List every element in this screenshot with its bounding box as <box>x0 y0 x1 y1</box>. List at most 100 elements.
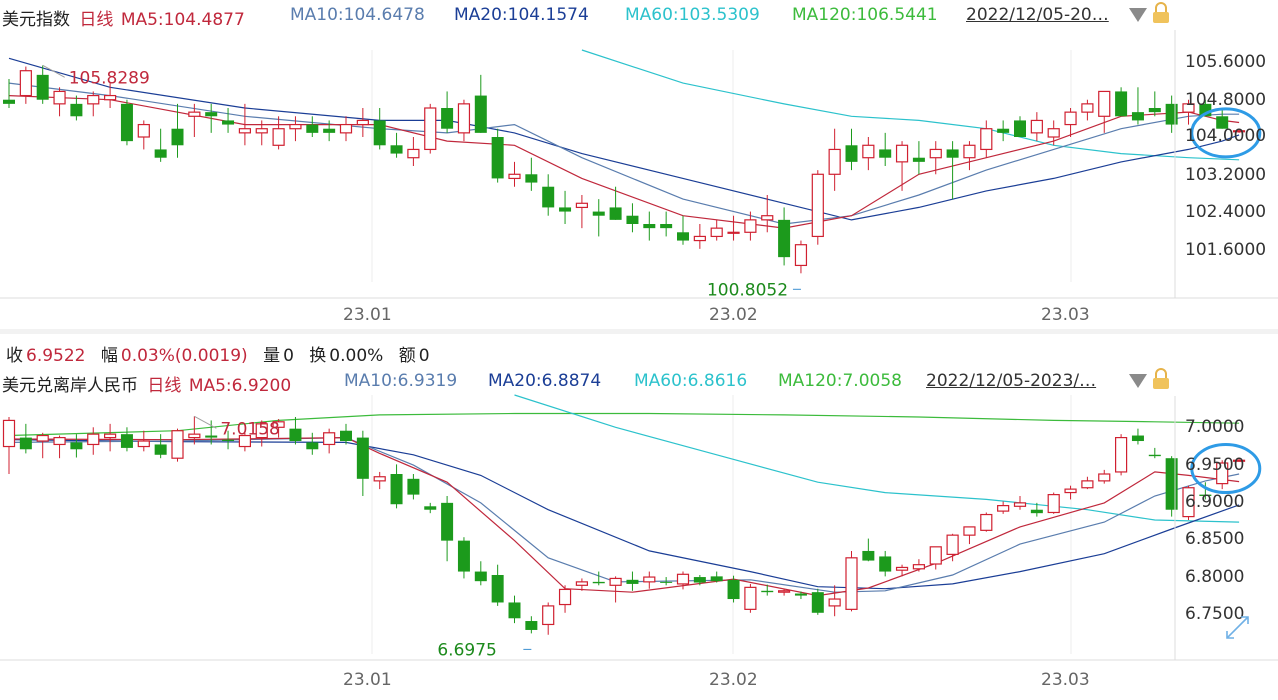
dxy-candle-6-body <box>103 94 117 101</box>
cnh-ma60-line <box>514 394 1240 523</box>
dxy-tick-4: 103.2000 <box>1185 165 1266 185</box>
dxy-tick-3: 104.0000 <box>1185 126 1266 146</box>
dxy-candle-42-body <box>710 227 723 238</box>
cnh-candle-31-body <box>525 621 538 630</box>
dxy-candle-30-body <box>508 173 521 180</box>
cnh-candle-47-body <box>794 593 807 596</box>
cnh-candle-52-body <box>879 556 892 572</box>
dxy-candle-52-body <box>879 149 892 158</box>
cnh-candle-25-body <box>424 506 437 510</box>
dxy-ma5: MA5:104.4877 <box>120 10 245 30</box>
cnh-candle-33-body <box>558 588 572 606</box>
cnh-candle-23-body <box>390 474 403 505</box>
dxy-high-label: 105.8289 <box>69 68 150 88</box>
cnh-grid <box>371 395 1072 654</box>
dxy-candle-70-body <box>1182 103 1195 113</box>
cnh-candle-55-body <box>929 546 942 565</box>
dxy-high-arrow <box>42 64 65 78</box>
dxy-name[interactable]: 美元指数 <box>2 10 70 30</box>
cnh-tick-3: 6.9000 <box>1185 492 1244 512</box>
dxy-candle-16-body <box>272 128 285 146</box>
cnh-candle-69-body <box>1165 458 1178 510</box>
dxy-candle-19-body <box>323 128 336 133</box>
cnh-candle-73-body <box>1232 459 1246 462</box>
dxy-candle-9-body <box>154 149 167 158</box>
dxy-dropdown-triangle-down-icon[interactable] <box>1129 8 1147 22</box>
cnh-candle-30-body <box>508 602 521 619</box>
cnh-candle-0-body <box>2 419 16 448</box>
cnh-range[interactable]: 2022/12/05-2023/… <box>926 371 1097 391</box>
cnh-candle-13-body <box>222 439 235 442</box>
dxy-candle-72-body <box>1216 116 1229 129</box>
dxy-range[interactable]: 2022/12/05-20… <box>966 5 1109 25</box>
cnh-ma120: MA120:7.0058 <box>778 371 902 391</box>
cnh-candle-7-body <box>120 434 133 448</box>
cnh-ma20: MA20:6.8874 <box>488 371 602 391</box>
cnh-candle-38-body <box>643 576 656 583</box>
cnh-candle-28-body <box>474 571 487 582</box>
turnover-label: 换 <box>309 346 327 366</box>
dxy-candle-31-body <box>525 174 538 183</box>
dxy-candle-10-body <box>171 128 184 146</box>
cnh-candle-51-body <box>862 550 875 561</box>
volume-value: 0 <box>283 346 294 366</box>
expand-arrows-icon[interactable] <box>1226 616 1249 639</box>
cnh-candle-19-body <box>323 432 336 446</box>
cnh-candle-43-body <box>727 579 740 600</box>
cnh-candle-1-body <box>19 437 32 450</box>
dxy-candle-25-body <box>424 107 437 151</box>
cnh-candle-5-body <box>87 433 100 446</box>
dxy-candle-36-body <box>609 207 622 220</box>
cnh-dropdown-triangle-down-icon[interactable] <box>1129 374 1147 388</box>
cnh-candle-24-body <box>407 478 420 495</box>
dxy-candle-67-body <box>1131 112 1144 121</box>
cnh-ma10-line <box>8 436 1240 593</box>
dxy-candle-59-body <box>997 128 1010 133</box>
cnh-name[interactable]: 美元兑离岸人民币 <box>2 376 138 396</box>
dxy-period[interactable]: 日线 <box>79 10 114 30</box>
dxy-candle-53-body <box>895 144 909 163</box>
dxy-candle-43-body <box>727 231 740 234</box>
dxy-candle-7-body <box>120 103 133 142</box>
cnh-lock-icon[interactable] <box>1153 368 1169 389</box>
dxy-candle-41-body <box>693 235 706 242</box>
dxy-candle-64-body <box>1081 103 1094 113</box>
cnh-candle-41-body <box>693 577 706 583</box>
cnh-plot[interactable]: 7.0158 6.6975 <box>2 394 1262 660</box>
dxy-candle-3-body <box>53 90 66 105</box>
dxy-highlight-circle <box>1190 107 1262 159</box>
cnh-tick-5: 6.8000 <box>1185 567 1244 587</box>
dxy-candle-20-body <box>339 123 353 134</box>
dxy-candle-50-body <box>845 145 858 162</box>
cnh-candle-68-body <box>1148 454 1161 457</box>
cnh-candle-36-body <box>609 577 622 586</box>
dxy-candle-12-body <box>205 112 218 117</box>
change-label: 幅 <box>100 346 118 366</box>
dxy-candle-57-body <box>963 144 976 159</box>
cnh-candle-58-body <box>980 513 993 531</box>
cnh-candle-50-body <box>845 557 858 610</box>
cnh-candle-61-body <box>1030 509 1043 514</box>
dxy-candle-37-body <box>626 215 639 224</box>
dxy-candle-48-body <box>811 173 824 238</box>
cnh-candle-10-body <box>171 430 184 459</box>
cnh-candle-32-body <box>542 605 555 626</box>
dxy-candle-28-body <box>474 95 487 133</box>
cnh-legend: 美元兑离岸人民币 日线 MA5:6.9200 <box>2 371 291 396</box>
cnh-candle-60-body <box>1013 502 1027 507</box>
dxy-candle-22-body <box>373 120 386 146</box>
cnh-tick-4: 6.8500 <box>1185 529 1244 549</box>
dxy-candle-13-body <box>222 120 235 125</box>
cnh-candle-26-body <box>441 502 454 541</box>
dxy-candle-45-body <box>761 215 774 221</box>
dxy-candle-26-body <box>441 108 454 129</box>
dxy-plot[interactable]: 105.8289 100.8052 <box>3 49 1262 300</box>
dxy-lock-icon[interactable] <box>1153 2 1169 23</box>
cnh-candle-53-body <box>895 566 909 571</box>
dxy-candle-44-body <box>744 219 757 233</box>
cnh-date-2: 23.02 <box>709 670 758 690</box>
cnh-ma20-line <box>8 439 1240 590</box>
cnh-period[interactable]: 日线 <box>147 376 182 396</box>
